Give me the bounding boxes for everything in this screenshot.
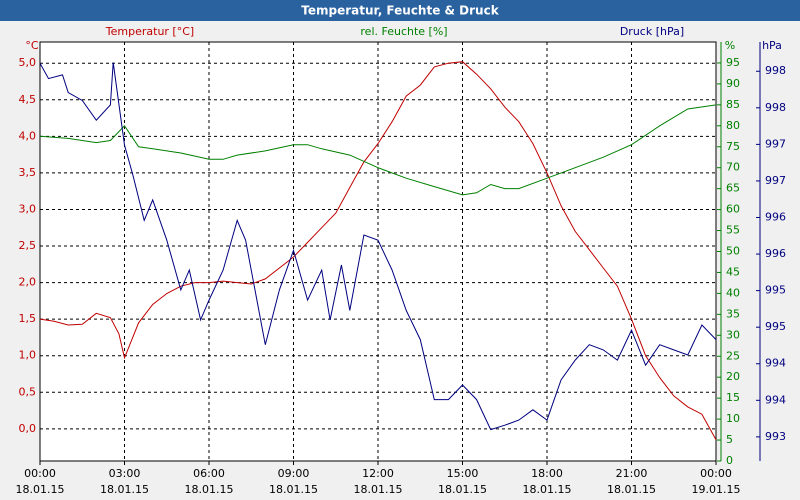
x-tick-sublabel: 18.01.15 [185, 483, 234, 496]
x-tick-sublabel: 18.01.15 [269, 483, 318, 496]
y-tick-label: 4,0 [19, 129, 37, 142]
y2-tick-label: 45 [726, 265, 740, 278]
y-tick-label: 5,0 [19, 56, 37, 69]
y2-tick-label: 15 [726, 391, 740, 404]
y2-tick-label: 0 [726, 454, 733, 467]
x-tick-label: 03:00 [109, 467, 141, 480]
y2-tick-label: 25 [726, 349, 740, 362]
y-tick-label: 2,5 [19, 239, 37, 252]
y-tick-label: 2,0 [19, 276, 37, 289]
y2-tick-label: 60 [726, 203, 740, 216]
y2-tick-label: 85 [726, 98, 740, 111]
y-tick-label: 0,5 [19, 385, 37, 398]
humidity-axis-title: rel. Feuchte [%] [360, 25, 447, 38]
y-tick-label: 3,0 [19, 202, 37, 215]
x-tick-sublabel: 18.01.15 [354, 483, 403, 496]
x-tick-label: 21:00 [616, 467, 648, 480]
y2-tick-label: 50 [726, 245, 740, 258]
x-tick-label: 18:00 [531, 467, 563, 480]
y-tick-label: 4,5 [19, 93, 37, 106]
y3-tick-label: 995 [765, 284, 786, 297]
y-tick-label: 1,5 [19, 312, 37, 325]
x-tick-sublabel: 18.01.15 [16, 483, 65, 496]
x-tick-sublabel: 18.01.15 [438, 483, 487, 496]
y2-tick-label: 5 [726, 433, 733, 446]
x-tick-label: 00:00 [24, 467, 56, 480]
y2-tick-label: 30 [726, 328, 740, 341]
left-axis-title: Temperatur [°C] [105, 25, 194, 38]
y2-tick-label: 55 [726, 224, 740, 237]
y3-tick-label: 996 [765, 247, 786, 260]
x-tick-sublabel: 18.01.15 [100, 483, 149, 496]
x-tick-sublabel: 18.01.15 [607, 483, 656, 496]
title-bar [0, 0, 800, 21]
x-tick-label: 12:00 [362, 467, 394, 480]
chart-title: Temperatur, Feuchte & Druck [301, 4, 499, 18]
y3-tick-label: 994 [765, 357, 786, 370]
x-tick-label: 09:00 [278, 467, 310, 480]
y2-tick-label: 75 [726, 140, 740, 153]
y3-tick-label: 995 [765, 320, 786, 333]
y-tick-label: 3,5 [19, 166, 37, 179]
y-tick-label: 1,0 [19, 349, 37, 362]
x-tick-label: 00:00 [700, 467, 732, 480]
y3-tick-label: 996 [765, 210, 786, 223]
y3-tick-label: 997 [765, 137, 786, 150]
left-axis-unit: °C [25, 39, 39, 52]
x-tick-sublabel: 19.01.15 [692, 483, 741, 496]
y2-tick-label: 40 [726, 286, 740, 299]
series-line [39, 62, 717, 431]
y2-tick-label: 90 [726, 77, 740, 90]
y-tick-label: 0,0 [19, 422, 37, 435]
series-line [39, 104, 717, 196]
y2-tick-label: 80 [726, 119, 740, 132]
x-tick-label: 06:00 [193, 467, 225, 480]
y2-tick-label: 10 [726, 412, 740, 425]
y2-tick-label: 95 [726, 56, 740, 69]
y2-tick-label: 35 [726, 307, 740, 320]
pressure-axis-unit: hPa [762, 39, 782, 52]
series-line [39, 61, 717, 441]
y3-tick-label: 998 [765, 101, 786, 114]
y3-tick-label: 997 [765, 174, 786, 187]
y3-tick-label: 994 [765, 393, 786, 406]
x-tick-label: 15:00 [447, 467, 479, 480]
y2-tick-label: 20 [726, 370, 740, 383]
x-tick-sublabel: 18.01.15 [523, 483, 572, 496]
y2-tick-label: 70 [726, 161, 740, 174]
y3-tick-label: 993 [765, 430, 786, 443]
y2-tick-label: 65 [726, 182, 740, 195]
humidity-axis-unit: % [725, 39, 735, 52]
pressure-axis-title: Druck [hPa] [620, 25, 684, 38]
y3-tick-label: 998 [765, 64, 786, 77]
